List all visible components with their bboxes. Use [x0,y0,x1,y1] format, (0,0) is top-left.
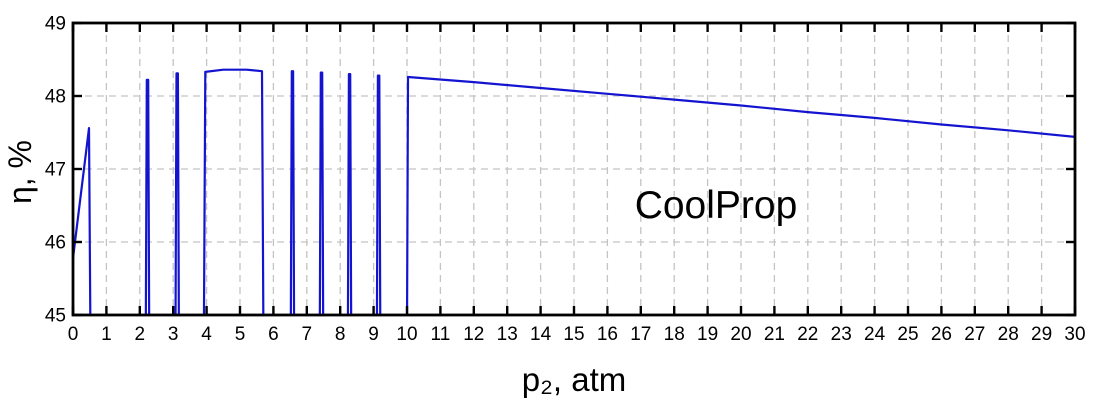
svg-text:12: 12 [463,324,484,345]
svg-text:48: 48 [45,87,66,108]
svg-text:22: 22 [797,324,818,345]
svg-text:30: 30 [1064,324,1085,345]
svg-text:27: 27 [964,324,985,345]
svg-text:23: 23 [831,324,852,345]
coolprop-annotation: CoolProp [634,184,798,227]
svg-text:26: 26 [931,324,952,345]
svg-text:4: 4 [201,324,212,345]
svg-text:11: 11 [431,324,451,345]
svg-text:25: 25 [897,324,918,345]
x-axis-title: p₂, atm [521,361,627,398]
svg-text:2: 2 [135,324,146,345]
svg-text:8: 8 [335,324,346,345]
svg-text:49: 49 [45,14,66,35]
svg-text:5: 5 [235,324,246,345]
svg-text:1: 1 [101,324,112,345]
svg-text:16: 16 [597,324,618,345]
svg-text:7: 7 [302,324,313,345]
svg-text:17: 17 [630,324,651,345]
svg-text:47: 47 [45,160,66,181]
svg-text:45: 45 [45,306,66,327]
svg-text:9: 9 [368,324,379,345]
y-axis-title: η, % [2,139,38,205]
svg-text:15: 15 [563,324,584,345]
svg-text:13: 13 [497,324,518,345]
svg-text:46: 46 [45,233,66,254]
svg-text:14: 14 [530,324,552,345]
svg-text:21: 21 [764,324,785,345]
svg-text:28: 28 [998,324,1019,345]
svg-text:6: 6 [268,324,279,345]
svg-text:24: 24 [864,324,886,345]
svg-text:29: 29 [1031,324,1052,345]
svg-text:10: 10 [396,324,417,345]
svg-text:20: 20 [730,324,751,345]
svg-text:19: 19 [697,324,718,345]
svg-text:18: 18 [664,324,685,345]
svg-text:3: 3 [168,324,179,345]
svg-text:0: 0 [68,324,79,345]
